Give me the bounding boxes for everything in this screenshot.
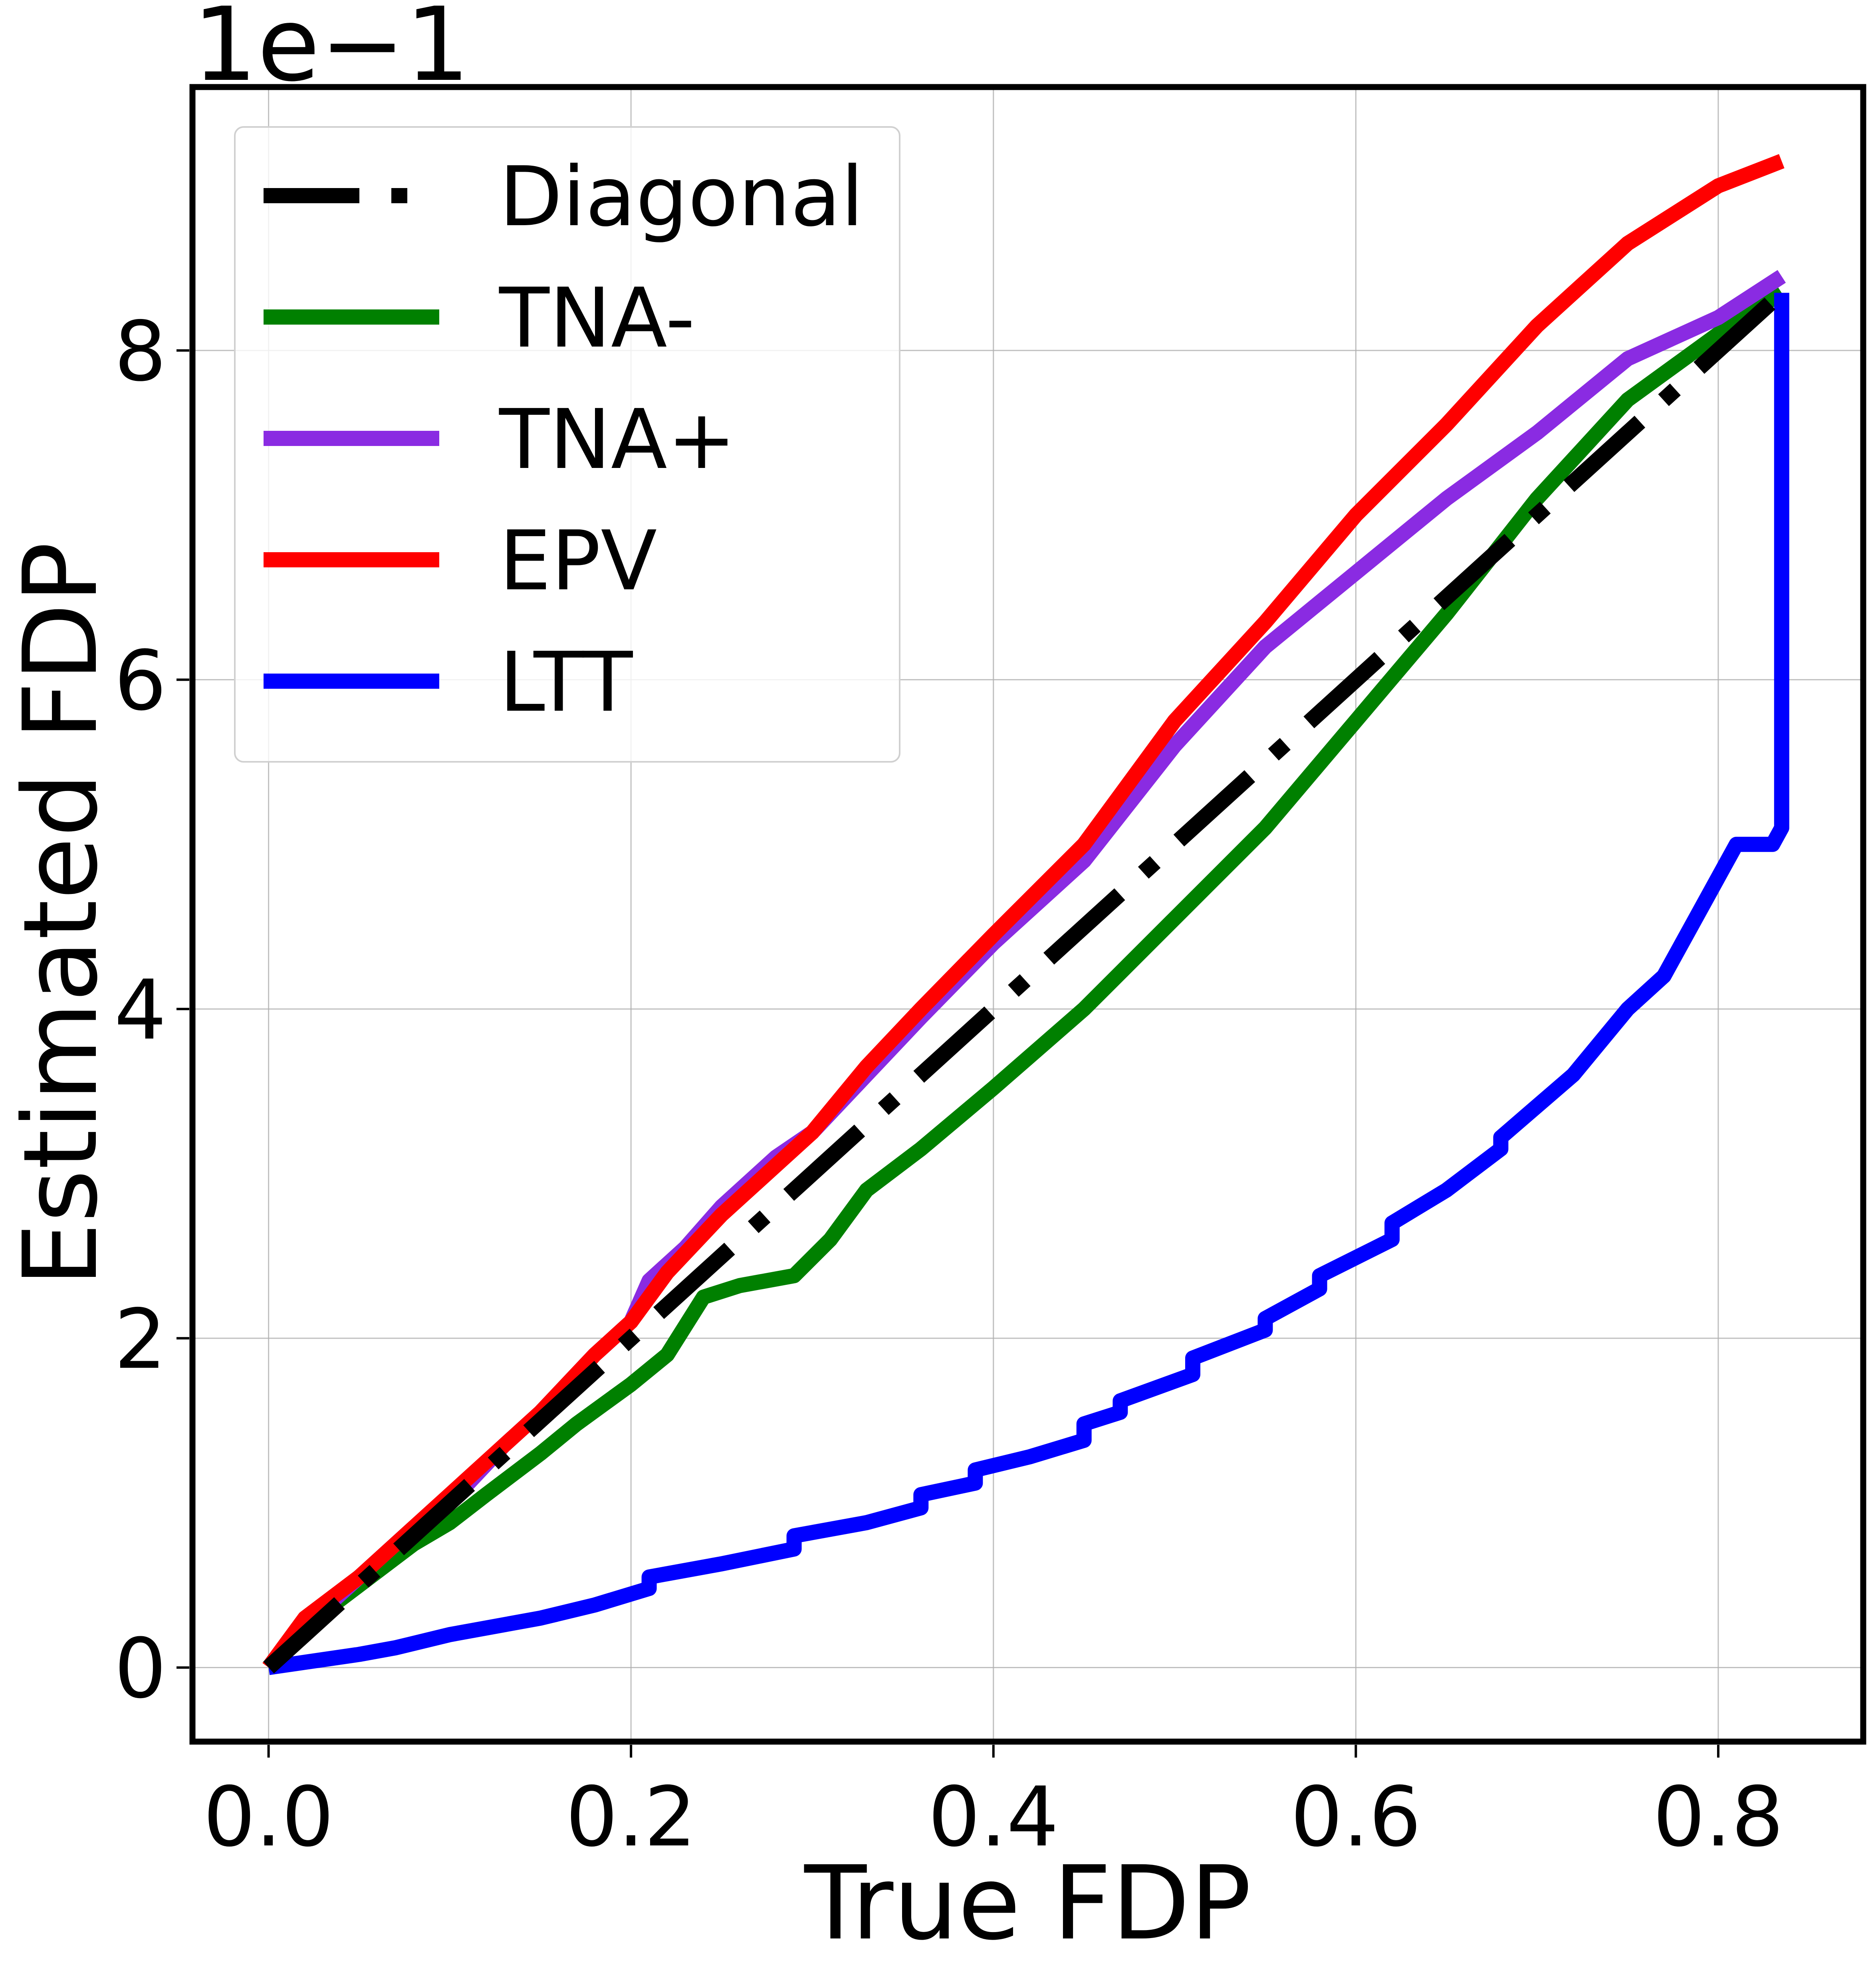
x-tick-label-3: 0.6	[1291, 1769, 1422, 1865]
y-tick-label-4: 8	[114, 304, 167, 400]
plot-frame	[189, 84, 1866, 1745]
legend-label-4: LTT	[499, 634, 633, 730]
series-layer	[262, 154, 1789, 1675]
legend-label-2: TNA+	[499, 392, 736, 488]
x-tick-label-2: 0.4	[928, 1769, 1059, 1865]
x-tick-label-1: 0.2	[565, 1769, 696, 1865]
legend: Diagonal TNA- TNA+ EPV LTT	[234, 126, 900, 763]
y-tick-label-2: 4	[114, 962, 167, 1058]
legend-label-0: Diagonal	[499, 149, 864, 245]
y-offset-label: 1e−1	[192, 0, 470, 104]
legend-label-1: TNA-	[499, 270, 695, 366]
series-line-4	[267, 293, 1789, 1675]
legend-label-3: EPV	[499, 513, 657, 609]
y-tick-label-3: 6	[114, 633, 167, 729]
y-tick-label-1: 2	[114, 1292, 167, 1387]
legend-box	[234, 126, 900, 763]
series-line-0	[263, 287, 1787, 1674]
x-tick-label-4: 0.8	[1653, 1769, 1784, 1865]
series-line-1	[263, 286, 1786, 1673]
x-tick-label-0: 0.0	[203, 1769, 334, 1865]
tick-layer: 0.0 0.2 0.4 0.6 0.8 0 2 4 6 8	[114, 304, 1784, 1865]
x-axis-label: True FDP	[804, 1844, 1251, 1963]
y-tick-label-0: 0	[114, 1621, 167, 1716]
y-axis-label: Estimated FDP	[2, 542, 120, 1287]
